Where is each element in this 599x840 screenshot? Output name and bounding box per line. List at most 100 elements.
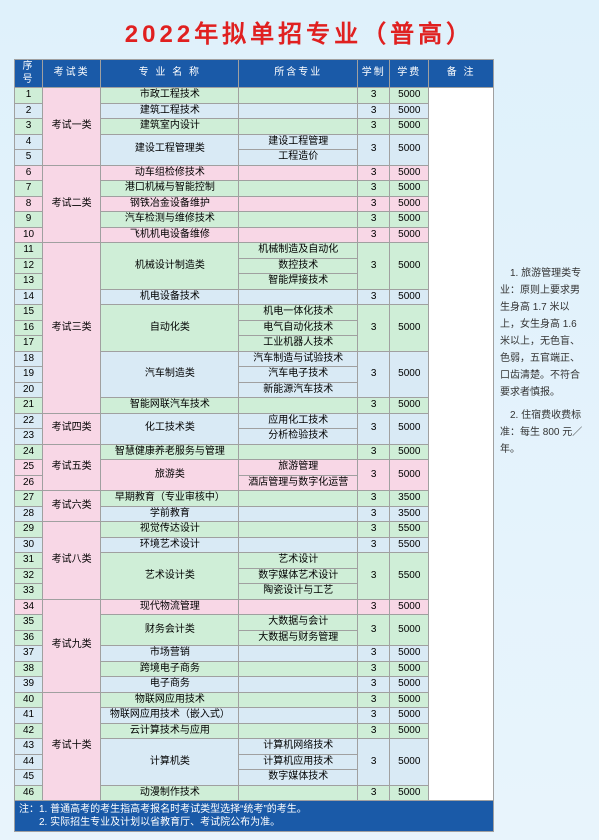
table-row: 1考试一类市政工程技术35000 xyxy=(15,88,494,104)
cell-xf: 5500 xyxy=(390,537,429,553)
cell-xh: 45 xyxy=(15,770,43,786)
cell-xh: 33 xyxy=(15,584,43,600)
cell-hz xyxy=(239,723,358,739)
cell-xh: 16 xyxy=(15,320,43,336)
cell-xf: 5000 xyxy=(390,134,429,165)
cell-xz: 3 xyxy=(358,88,390,104)
layout: 序号 考试类 专 业 名 称 所含专业 学制 学费 备 注 1考试一类市政工程技… xyxy=(14,59,585,832)
cell-hz xyxy=(239,444,358,460)
cell-xh: 5 xyxy=(15,150,43,166)
cell-hz: 建设工程管理 xyxy=(239,134,358,150)
cell-xh: 6 xyxy=(15,165,43,181)
cell-xh: 38 xyxy=(15,661,43,677)
cell-hz: 机电一体化技术 xyxy=(239,305,358,321)
cell-hz xyxy=(239,646,358,662)
cell-hz: 数字媒体技术 xyxy=(239,770,358,786)
cell-xh: 26 xyxy=(15,475,43,491)
cell-zy: 机电设备技术 xyxy=(101,289,239,305)
cell-zy: 钢铁冶金设备维护 xyxy=(101,196,239,212)
cell-xf: 5000 xyxy=(390,661,429,677)
cell-xf: 5000 xyxy=(390,708,429,724)
cell-xh: 43 xyxy=(15,739,43,755)
cell-hz: 计算机应用技术 xyxy=(239,754,358,770)
cell-hz: 数控技术 xyxy=(239,258,358,274)
cell-xz: 3 xyxy=(358,181,390,197)
cell-zy: 智能网联汽车技术 xyxy=(101,398,239,414)
cell-xf: 5500 xyxy=(390,522,429,538)
cell-xh: 20 xyxy=(15,382,43,398)
cell-xf: 5000 xyxy=(390,444,429,460)
cell-lei: 考试八类 xyxy=(43,522,101,600)
cell-zy: 视觉传达设计 xyxy=(101,522,239,538)
cell-lei: 考试二类 xyxy=(43,165,101,243)
cell-xz: 3 xyxy=(358,212,390,228)
cell-hz xyxy=(239,212,358,228)
majors-table: 序号 考试类 专 业 名 称 所含专业 学制 学费 备 注 1考试一类市政工程技… xyxy=(14,59,494,801)
cell-xz: 3 xyxy=(358,537,390,553)
cell-lei: 考试六类 xyxy=(43,491,101,522)
cell-xf: 5000 xyxy=(390,460,429,491)
cell-xh: 22 xyxy=(15,413,43,429)
side-notes: 1. 旅游管理类专业：原则上要求男生身高 1.7 米以上，女生身高 1.6 米以… xyxy=(500,59,585,464)
cell-zy: 旅游类 xyxy=(101,460,239,491)
cell-xh: 28 xyxy=(15,506,43,522)
cell-hz xyxy=(239,661,358,677)
cell-xz: 3 xyxy=(358,165,390,181)
cell-zy: 财务会计类 xyxy=(101,615,239,646)
cell-hz xyxy=(239,599,358,615)
table-row: 34考试九类现代物流管理35000 xyxy=(15,599,494,615)
cell-xz: 3 xyxy=(358,723,390,739)
cell-xz: 3 xyxy=(358,444,390,460)
col-hz: 所含专业 xyxy=(239,60,358,88)
cell-xz: 3 xyxy=(358,739,390,786)
cell-xh: 13 xyxy=(15,274,43,290)
cell-xz: 3 xyxy=(358,491,390,507)
cell-zy: 跨境电子商务 xyxy=(101,661,239,677)
cell-xz: 3 xyxy=(358,522,390,538)
table-row: 6考试二类动车组检修技术35000 xyxy=(15,165,494,181)
cell-bz xyxy=(429,88,494,801)
cell-xh: 31 xyxy=(15,553,43,569)
col-xh: 序号 xyxy=(15,60,43,88)
cell-zy: 艺术设计类 xyxy=(101,553,239,600)
cell-xf: 5000 xyxy=(390,243,429,290)
cell-xz: 3 xyxy=(358,677,390,693)
cell-lei: 考试九类 xyxy=(43,599,101,692)
cell-hz xyxy=(239,491,358,507)
cell-xf: 5000 xyxy=(390,305,429,352)
cell-hz xyxy=(239,692,358,708)
cell-zy: 自动化类 xyxy=(101,305,239,352)
cell-xh: 42 xyxy=(15,723,43,739)
cell-xf: 5000 xyxy=(390,227,429,243)
cell-xf: 5000 xyxy=(390,165,429,181)
cell-xf: 5000 xyxy=(390,88,429,104)
footnote-1: 注：1. 普通高考的考生指高考报名时考试类型选择“统考”的考生。 xyxy=(19,803,489,816)
cell-xz: 3 xyxy=(358,646,390,662)
cell-zy: 学前教育 xyxy=(101,506,239,522)
cell-xh: 17 xyxy=(15,336,43,352)
page: 2022年拟单招专业（普高） 序号 考试类 专 业 名 称 所含专业 学制 学费 xyxy=(0,0,599,840)
cell-xh: 32 xyxy=(15,568,43,584)
col-bz: 备 注 xyxy=(429,60,494,88)
cell-hz xyxy=(239,677,358,693)
table-row: 11考试三类机械设计制造类机械制造及自动化35000 xyxy=(15,243,494,259)
cell-xf: 5000 xyxy=(390,181,429,197)
cell-zy: 现代物流管理 xyxy=(101,599,239,615)
cell-zy: 港口机械与智能控制 xyxy=(101,181,239,197)
cell-zy: 电子商务 xyxy=(101,677,239,693)
table-row: 22考试四类化工技术类应用化工技术35000 xyxy=(15,413,494,429)
cell-xf: 5000 xyxy=(390,723,429,739)
cell-xh: 25 xyxy=(15,460,43,476)
cell-hz xyxy=(239,196,358,212)
cell-zy: 机械设计制造类 xyxy=(101,243,239,290)
cell-xf: 5000 xyxy=(390,351,429,398)
side-note-2: 2. 住宿费收费标准：每生 800 元／年。 xyxy=(500,407,585,458)
cell-hz xyxy=(239,506,358,522)
cell-xh: 34 xyxy=(15,599,43,615)
cell-hz xyxy=(239,119,358,135)
cell-xz: 3 xyxy=(358,398,390,414)
table-row: 27考试六类早期教育（专业审核中）33500 xyxy=(15,491,494,507)
cell-hz: 汽车制造与试验技术 xyxy=(239,351,358,367)
col-lei: 考试类 xyxy=(43,60,101,88)
cell-xh: 10 xyxy=(15,227,43,243)
